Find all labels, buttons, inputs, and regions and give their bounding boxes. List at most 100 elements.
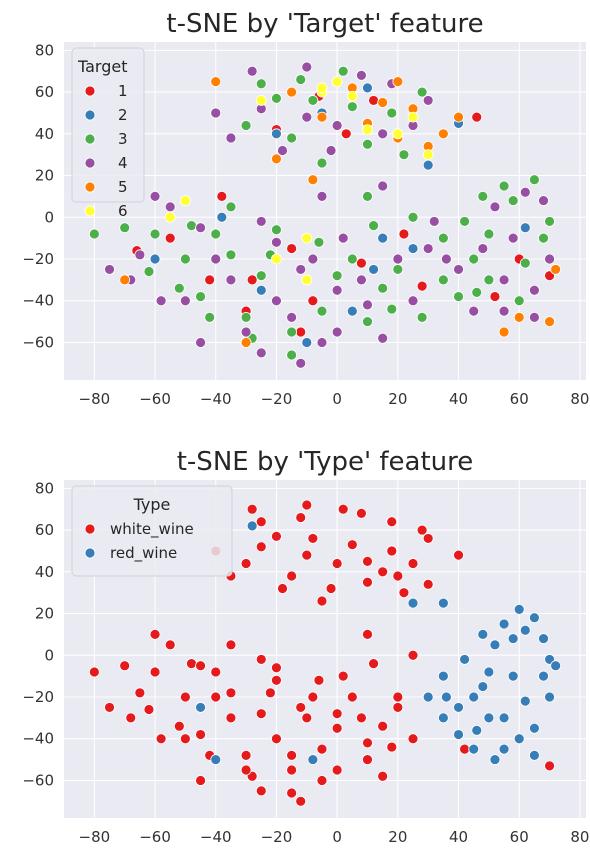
point-3 <box>499 181 509 191</box>
point-6 <box>362 125 372 135</box>
x-tick-label: 80 <box>570 390 589 408</box>
point-5 <box>378 98 388 108</box>
x-tick-label: 20 <box>388 390 407 408</box>
point-white_wine <box>393 702 403 712</box>
point-white_wine <box>241 765 251 775</box>
point-6 <box>180 196 190 206</box>
point-red_wine <box>499 619 509 629</box>
point-white_wine <box>338 504 348 514</box>
legend-marker <box>85 86 95 96</box>
legend-marker <box>85 524 95 534</box>
point-5 <box>308 175 318 185</box>
point-4 <box>508 233 518 243</box>
point-white_wine <box>408 734 418 744</box>
point-4 <box>490 202 500 212</box>
point-3 <box>314 237 324 247</box>
point-3 <box>144 267 154 277</box>
point-4 <box>296 358 306 368</box>
point-red_wine <box>441 692 451 702</box>
point-white_wine <box>302 550 312 560</box>
point-red_wine <box>438 713 448 723</box>
point-red_wine <box>529 750 539 760</box>
point-4 <box>362 300 372 310</box>
point-white_wine <box>454 550 464 560</box>
point-1 <box>341 129 351 139</box>
x-tick-label: −40 <box>200 828 232 846</box>
point-4 <box>271 237 281 247</box>
point-white_wine <box>362 629 372 639</box>
point-5 <box>287 87 297 97</box>
point-6 <box>423 150 433 160</box>
point-5 <box>317 112 327 122</box>
chart-panel-1: t-SNE by 'Target' feature−80 −60 −40 −20 0 20… <box>22 9 589 408</box>
legend-label: red_wine <box>110 544 177 563</box>
y-tick-label: 40 <box>35 563 54 581</box>
point-red_wine <box>520 625 530 635</box>
point-white_wine <box>196 730 206 740</box>
x-tick-label: −20 <box>261 390 293 408</box>
point-white_wine <box>126 713 136 723</box>
point-4 <box>211 108 221 118</box>
point-6 <box>408 112 418 122</box>
point-white_wine <box>241 558 251 568</box>
point-3 <box>417 312 427 322</box>
point-3 <box>256 79 266 89</box>
point-white_wine <box>369 659 379 669</box>
legend-marker <box>85 134 95 144</box>
point-3 <box>539 233 549 243</box>
point-1 <box>472 112 482 122</box>
point-4 <box>520 187 530 197</box>
point-5 <box>499 327 509 337</box>
x-tick-label: 20 <box>388 828 407 846</box>
point-white_wine <box>317 596 327 606</box>
point-red_wine <box>508 634 518 644</box>
point-4 <box>378 129 388 139</box>
point-white_wine <box>196 661 206 671</box>
point-3 <box>484 229 494 239</box>
point-red_wine <box>551 661 561 671</box>
point-white_wine <box>256 654 266 664</box>
point-white_wine <box>256 786 266 796</box>
point-4 <box>529 285 539 295</box>
point-3 <box>241 120 251 130</box>
point-3 <box>514 296 524 306</box>
point-3 <box>226 202 236 212</box>
point-white_wine <box>150 667 160 677</box>
point-white_wine <box>387 546 397 556</box>
y-tick-label: 60 <box>35 83 54 101</box>
point-4 <box>332 120 342 130</box>
point-5 <box>454 112 464 122</box>
point-white_wine <box>226 713 236 723</box>
point-red_wine <box>423 692 433 702</box>
point-red_wine <box>539 634 549 644</box>
point-white_wine <box>287 750 297 760</box>
point-3 <box>338 66 348 76</box>
y-tick-label: 40 <box>35 125 54 143</box>
point-3 <box>287 327 297 337</box>
point-white_wine <box>362 738 372 748</box>
legend-marker <box>85 158 95 168</box>
y-tick-label: −40 <box>22 730 54 748</box>
point-4 <box>296 264 306 274</box>
point-4 <box>429 216 439 226</box>
point-red_wine <box>454 702 464 712</box>
x-tick-label: −60 <box>139 390 171 408</box>
point-1 <box>369 95 379 105</box>
point-white_wine <box>326 583 336 593</box>
y-tick-label: 0 <box>44 208 54 226</box>
point-red_wine <box>408 598 418 608</box>
point-3 <box>287 133 297 143</box>
x-tick-label: −60 <box>139 828 171 846</box>
point-4 <box>408 296 418 306</box>
point-5 <box>438 129 448 139</box>
point-4 <box>150 191 160 201</box>
point-4 <box>180 296 190 306</box>
point-3 <box>469 254 479 264</box>
point-white_wine <box>378 721 388 731</box>
point-white_wine <box>378 567 388 577</box>
point-white_wine <box>271 531 281 541</box>
legend-marker <box>85 548 95 558</box>
point-4 <box>356 275 366 285</box>
point-white_wine <box>356 508 366 518</box>
point-4 <box>454 264 464 274</box>
